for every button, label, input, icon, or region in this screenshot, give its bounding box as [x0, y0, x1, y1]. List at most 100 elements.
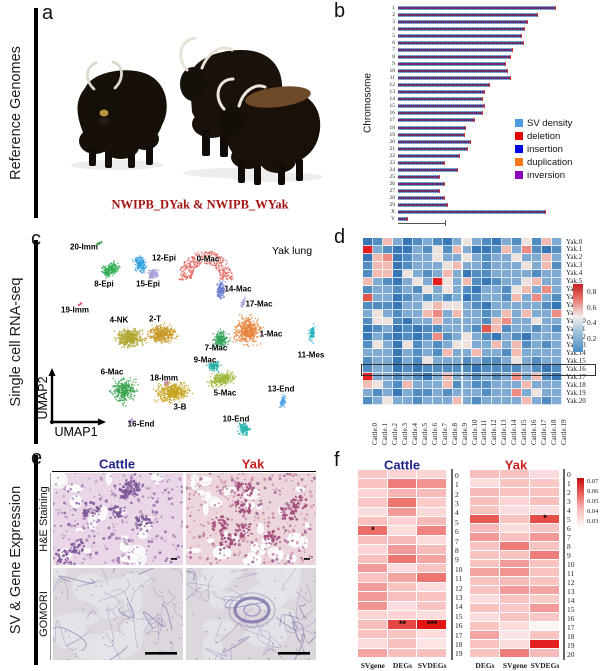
d-cell — [462, 317, 473, 326]
d-cell — [522, 349, 533, 358]
d-cell — [363, 309, 373, 318]
f-cell — [500, 577, 530, 587]
d-cell — [512, 253, 523, 262]
f-colorbar-tick: 0.05 — [587, 497, 599, 505]
d-cell — [412, 389, 423, 398]
legend-label: duplication — [527, 156, 573, 168]
f-cell — [417, 488, 447, 499]
d-cell — [482, 238, 493, 246]
chromosome-tick-label: 1 — [392, 5, 395, 11]
d-cell — [542, 333, 553, 342]
f-row-label: 11 — [567, 568, 575, 578]
d-cell — [542, 325, 553, 334]
f-cell — [470, 613, 500, 623]
d-cell — [452, 325, 463, 334]
d-cell — [422, 285, 433, 294]
f-cell — [500, 622, 530, 632]
d-cell — [452, 261, 463, 270]
umap2-axis-label: UMAP2 — [36, 376, 50, 420]
chromosome-tick-label: 16 — [389, 110, 396, 117]
d-colorbar-tick: 0.2 — [587, 333, 597, 343]
d-cell — [392, 333, 403, 342]
d-cell — [482, 317, 493, 326]
d-cell — [542, 293, 553, 302]
f-cell — [470, 532, 500, 542]
chromosome-bar — [398, 195, 445, 200]
d-cell — [422, 269, 433, 278]
f-cell — [470, 496, 500, 506]
d-cell — [363, 277, 373, 286]
f-cell — [358, 526, 388, 536]
d-cell — [532, 238, 543, 246]
d-cell — [372, 333, 383, 342]
d-cell — [422, 309, 433, 318]
chromosome-tick-label: 14 — [389, 96, 396, 103]
chromosome-row: 29 — [381, 202, 600, 209]
d-cell — [432, 349, 443, 358]
d-cell — [502, 389, 513, 398]
d-cell — [532, 365, 543, 374]
d-cell — [422, 389, 433, 398]
f-cell — [358, 488, 388, 499]
d-cell — [502, 349, 513, 358]
f-cell — [470, 631, 500, 641]
d-cell — [552, 325, 562, 334]
chromosome-tick-label: 15 — [389, 103, 396, 110]
d-cell — [402, 333, 413, 342]
f-cell — [387, 592, 418, 602]
d-cell — [412, 285, 423, 294]
d-cell — [422, 301, 433, 310]
d-cell — [372, 381, 383, 390]
umap-axes — [48, 368, 106, 426]
d-cell — [422, 381, 433, 390]
d-cell — [522, 261, 533, 270]
gomori-row-label: GOMORI — [38, 591, 50, 637]
d-cell — [532, 261, 543, 270]
legend-label: inversion — [527, 169, 566, 181]
legend-label: deletion — [527, 130, 561, 142]
d-cell — [432, 325, 443, 334]
d-cell — [482, 293, 493, 302]
d-cell — [542, 301, 553, 310]
d-cell — [392, 341, 403, 350]
d-cell — [552, 261, 562, 270]
d-cell — [372, 293, 383, 302]
panel-letter-d: d — [334, 226, 346, 248]
chromosome-tick-label: 23 — [389, 159, 396, 166]
d-cell — [412, 341, 423, 350]
f-cell — [387, 648, 418, 658]
d-cell — [472, 285, 483, 294]
chromosome-row: 17 — [381, 117, 600, 124]
panel-letter-f: f — [334, 449, 340, 471]
f-cell — [417, 648, 447, 658]
chromosome-tick-label: 12 — [389, 82, 396, 89]
d-cell — [472, 317, 483, 326]
d-row-label: Yak.16 — [566, 364, 586, 373]
d-cell — [502, 365, 513, 374]
d-cell — [452, 341, 463, 350]
f-cell — [530, 541, 560, 551]
d-cell — [432, 285, 443, 294]
f-cell — [530, 559, 560, 569]
f-cell — [530, 613, 560, 623]
f-cell — [470, 649, 500, 658]
d-cell — [432, 253, 443, 262]
chromosome-bar — [398, 55, 511, 60]
chromosome-row: 12 — [381, 82, 600, 89]
d-cell — [412, 373, 423, 382]
d-cell — [502, 381, 513, 390]
d-cell — [412, 253, 423, 262]
d-row-label: Yak.0 — [566, 237, 583, 246]
d-cell — [442, 333, 453, 342]
d-cell — [402, 317, 413, 326]
yak-heatmap-grid — [470, 470, 560, 658]
d-cell — [462, 349, 473, 358]
d-cell — [442, 397, 453, 405]
d-cell — [532, 309, 543, 318]
d-cell — [512, 373, 523, 382]
d-cell — [482, 269, 493, 278]
d-cell — [392, 277, 403, 286]
f-cell — [470, 622, 500, 632]
d-cell — [363, 253, 373, 262]
